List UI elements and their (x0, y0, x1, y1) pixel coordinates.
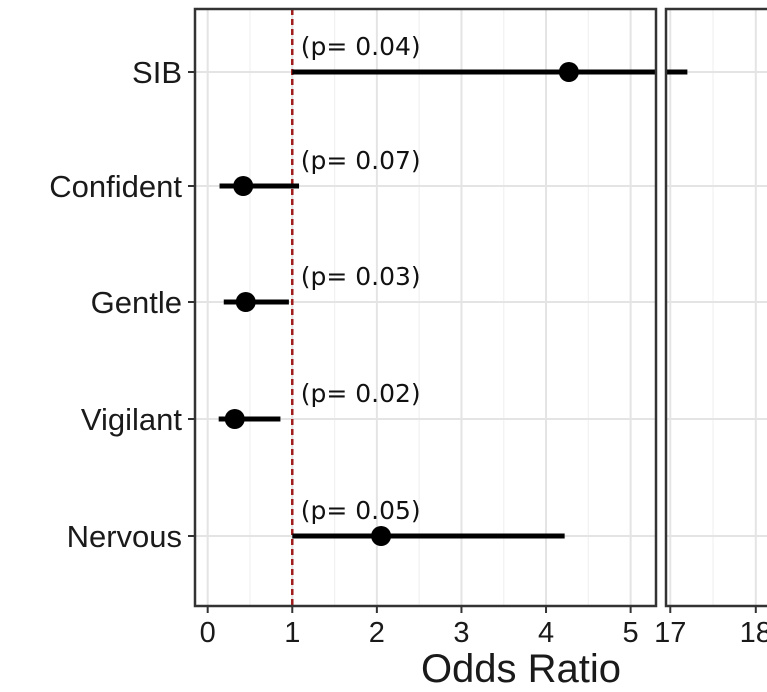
x-tick-label: 0 (200, 617, 216, 649)
p-value-label: (p= 0.03) (301, 262, 421, 291)
x-axis-title: Odds Ratio (421, 647, 621, 691)
left-panel: (p= 0.04) (p= 0.07) (p= 0.03) (p= 0.02) (p= … (193, 7, 658, 608)
p-value-label: (p= 0.02) (301, 379, 421, 408)
point-nervous (371, 526, 392, 546)
x-tick-label: 1 (284, 617, 300, 649)
x-tick-label: 2 (369, 617, 385, 649)
x-tick-label: 5 (623, 617, 639, 649)
y-tick-label: Vigilant (81, 402, 183, 437)
point-confident (233, 176, 254, 196)
x-tick-label: 3 (453, 617, 469, 649)
y-tick-label: Nervous (67, 519, 182, 554)
x-tick-label: 4 (538, 617, 554, 649)
point-vigilant (224, 409, 245, 429)
y-tick-label: Gentle (91, 285, 182, 320)
p-value-label: (p= 0.07) (301, 146, 421, 175)
panel-border (664, 7, 767, 608)
point-gentle (235, 292, 256, 312)
x-tick-label: 18 (740, 617, 767, 649)
panel-background (195, 9, 656, 606)
right-panel (664, 7, 767, 608)
panel-border (193, 7, 658, 608)
y-tick-label: SIB (132, 55, 182, 90)
y-tick-label: Confident (49, 169, 182, 204)
point-sib (558, 62, 579, 82)
x-tick-label: 17 (654, 617, 686, 649)
p-value-label: (p= 0.04) (301, 32, 421, 61)
panel-background (666, 9, 767, 606)
p-value-label: (p= 0.05) (301, 496, 421, 525)
y-axis: SIB Confident Gentle Vigilant Nervous (49, 55, 195, 554)
x-axis: 0 1 2 3 4 5 17 18 (200, 606, 767, 649)
